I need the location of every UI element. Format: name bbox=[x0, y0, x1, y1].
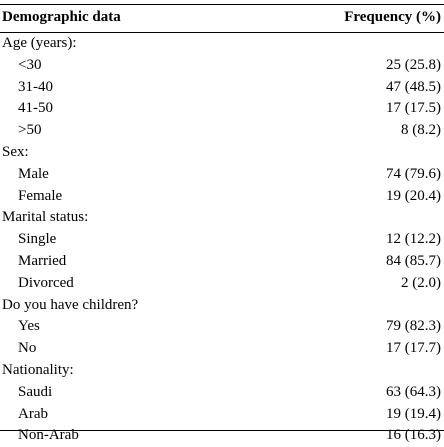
table-row: 41-50 17 (17.5) bbox=[0, 98, 444, 120]
table-row: No 17 (17.7) bbox=[0, 338, 444, 360]
table-header-rule bbox=[0, 32, 444, 33]
row-label: Married bbox=[18, 252, 67, 269]
row-frequency: 12 (12.2) bbox=[386, 231, 441, 248]
table-body: Age (years): <30 25 (25.8) 31-40 47 (48.5) 41… bbox=[0, 33, 444, 447]
row-frequency: 84 (85.7) bbox=[386, 252, 441, 269]
row-frequency: 47 (48.5) bbox=[386, 78, 441, 95]
table-row: Male 74 (79.6) bbox=[0, 164, 444, 186]
row-frequency: 25 (25.8) bbox=[386, 56, 441, 73]
row-frequency: 19 (19.4) bbox=[386, 405, 441, 422]
row-label: Arab bbox=[18, 405, 48, 422]
table-section-header: Marital status: bbox=[0, 207, 444, 229]
row-label: 31-40 bbox=[18, 78, 53, 95]
row-label: Sex: bbox=[2, 143, 29, 160]
row-label: Marital status: bbox=[2, 209, 89, 226]
table-row: Female 19 (20.4) bbox=[0, 186, 444, 208]
row-label: Saudi bbox=[18, 383, 53, 400]
row-frequency: 63 (64.3) bbox=[386, 383, 441, 400]
row-frequency: 79 (82.3) bbox=[386, 318, 441, 335]
table-row: Divorced 2 (2.0) bbox=[0, 273, 444, 295]
table-section-header: Nationality: bbox=[0, 360, 444, 382]
row-frequency: 8 (8.2) bbox=[401, 122, 441, 139]
table-section-header: Age (years): bbox=[0, 33, 444, 55]
row-label: Nationality: bbox=[2, 361, 74, 378]
demographic-table: Demographic data Frequency (%) Age (year… bbox=[0, 4, 444, 443]
row-label: Non-Arab bbox=[18, 427, 79, 444]
table-row: Yes 79 (82.3) bbox=[0, 316, 444, 338]
row-frequency: 17 (17.5) bbox=[386, 100, 441, 117]
row-frequency: 2 (2.0) bbox=[401, 274, 441, 291]
table-row: Arab 19 (19.4) bbox=[0, 404, 444, 426]
row-frequency: 17 (17.7) bbox=[386, 340, 441, 357]
row-label: Age (years): bbox=[2, 35, 77, 51]
row-frequency: 16 (16.3) bbox=[386, 427, 441, 444]
row-frequency: 19 (20.4) bbox=[386, 187, 441, 204]
row-label: Female bbox=[18, 187, 63, 204]
table-section-header: Do you have children? bbox=[0, 295, 444, 317]
table-section-header: Sex: bbox=[0, 142, 444, 164]
row-label: Do you have children? bbox=[2, 296, 139, 313]
table-top-rule bbox=[0, 4, 444, 5]
header-frequency: Frequency (%) bbox=[344, 9, 441, 25]
row-label: No bbox=[18, 340, 37, 357]
table-row: 31-40 47 (48.5) bbox=[0, 77, 444, 99]
row-label: >50 bbox=[18, 122, 42, 139]
table-row: >50 8 (8.2) bbox=[0, 120, 444, 142]
row-label: Yes bbox=[18, 318, 40, 335]
table-row: Married 84 (85.7) bbox=[0, 251, 444, 273]
table-row: Single 12 (12.2) bbox=[0, 229, 444, 251]
row-label: Divorced bbox=[18, 274, 74, 291]
row-label: <30 bbox=[18, 56, 42, 73]
row-label: Single bbox=[18, 231, 57, 248]
table-row: <30 25 (25.8) bbox=[0, 55, 444, 77]
table-row: Saudi 63 (64.3) bbox=[0, 382, 444, 404]
row-label: 41-50 bbox=[18, 100, 53, 117]
header-demographic-data: Demographic data bbox=[2, 9, 121, 25]
table-row: Non-Arab 16 (16.3) bbox=[0, 425, 444, 447]
row-label: Male bbox=[18, 165, 49, 182]
row-frequency: 74 (79.6) bbox=[386, 165, 441, 182]
table-header-row: Demographic data Frequency (%) bbox=[0, 5, 444, 32]
